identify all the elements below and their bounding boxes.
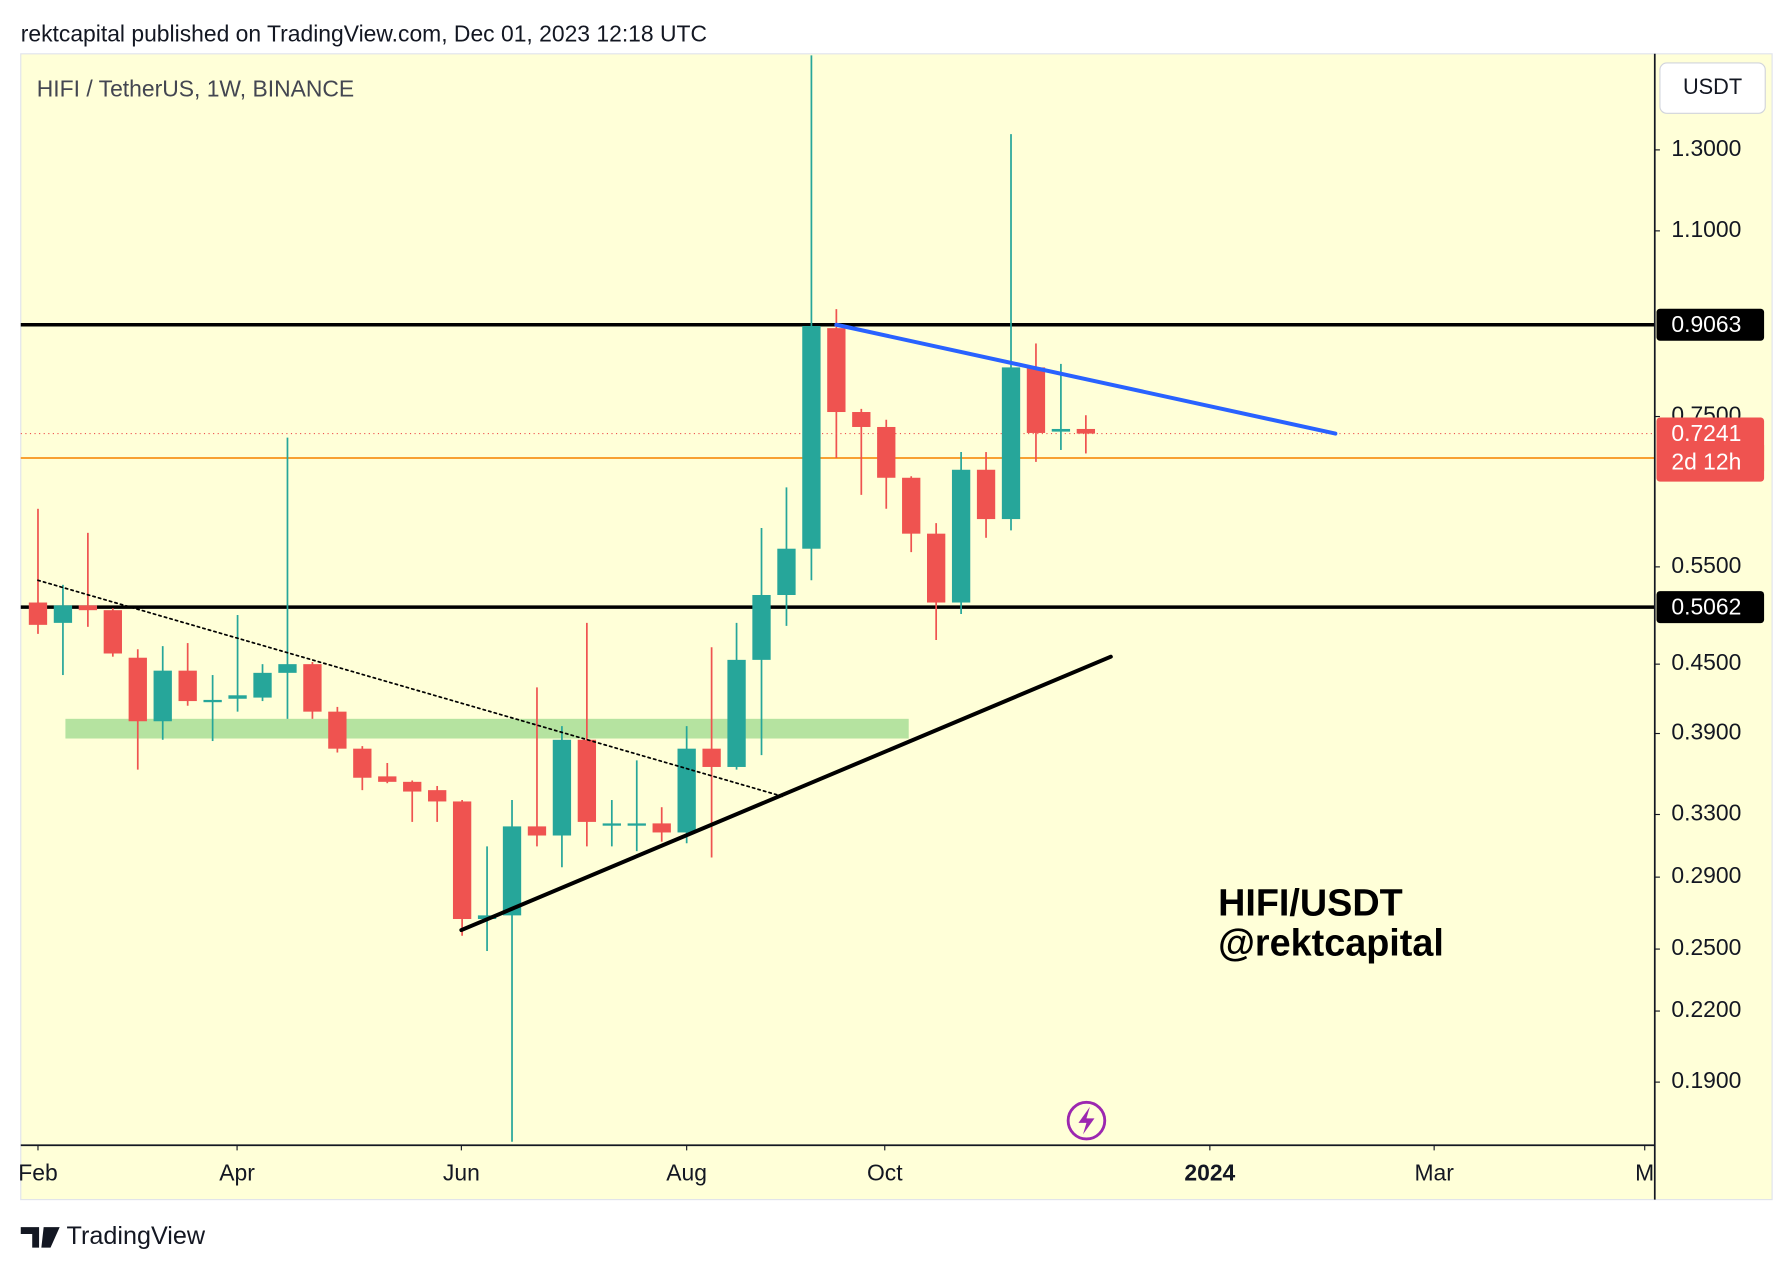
candle-body: [802, 325, 821, 549]
last-price-label: 0.7241: [1671, 420, 1741, 446]
candle-body: [178, 670, 197, 702]
watermark: HIFI/USDT: [1218, 882, 1403, 924]
y-tick-label: 1.3000: [1671, 135, 1741, 161]
candle-body: [902, 477, 921, 534]
level-label-box: [1656, 591, 1765, 624]
y-tick-label: 1.1000: [1671, 216, 1741, 242]
candle-body: [53, 605, 73, 623]
trendline: [37, 579, 787, 799]
publish-info: rektcapital published on TradingView.com…: [21, 21, 707, 47]
chart-layer: 1.30001.10000.75000.55000.45000.39000.33…: [18, 55, 1765, 1185]
x-tick-label: 2024: [1184, 1159, 1235, 1185]
candle-body: [153, 670, 172, 722]
candle-body: [428, 790, 447, 802]
candle-body: [951, 469, 971, 603]
watermark: @rektcapital: [1218, 922, 1444, 964]
level-label-box: [1656, 308, 1765, 341]
candle-body: [28, 602, 48, 625]
candle-body: [128, 657, 147, 722]
candle-body: [203, 699, 222, 703]
candle-body: [652, 823, 671, 833]
candle-body: [1076, 428, 1096, 434]
y-tick-label: 0.5500: [1671, 552, 1741, 578]
candle-body: [1001, 367, 1021, 520]
candle-body: [527, 826, 547, 836]
x-tick-label: Aug: [666, 1159, 707, 1185]
x-tick-label: Jun: [443, 1159, 480, 1185]
candle-body: [702, 748, 721, 767]
y-tick-label: 0.2900: [1671, 862, 1741, 888]
x-tick-label: Apr: [219, 1159, 255, 1185]
tradingview-logo: [20, 1227, 60, 1248]
candle-body: [627, 823, 646, 826]
candle-body: [502, 826, 522, 916]
currency-label: USDT: [1683, 74, 1742, 99]
candle-body: [727, 659, 746, 767]
y-tick-label: 0.4500: [1671, 649, 1741, 675]
currency-button[interactable]: [1659, 62, 1766, 114]
candle-body: [827, 328, 846, 413]
trendline: [834, 322, 1338, 436]
candle-body: [577, 739, 597, 822]
candle-body: [752, 594, 771, 660]
last-price-box: [1656, 417, 1765, 482]
candle-body: [353, 748, 372, 778]
footer-brand: TradingView: [67, 1222, 206, 1250]
candle-body: [602, 823, 621, 826]
x-tick-label: Mar: [1414, 1159, 1454, 1185]
candle-body: [677, 748, 696, 833]
candle-body: [278, 664, 297, 673]
y-tick-label: 0.1900: [1671, 1067, 1741, 1093]
symbol-title: HIFI / TetherUS, 1W, BINANCE: [37, 75, 354, 101]
y-tick-label: 0.3900: [1671, 719, 1741, 745]
candle-body: [852, 412, 871, 427]
candle-body: [1026, 367, 1046, 433]
candle-body: [103, 610, 122, 654]
candle-body: [877, 426, 896, 478]
x-tick-label: Oct: [867, 1159, 903, 1185]
countdown-label: 2d 12h: [1671, 448, 1741, 474]
candle-body: [777, 548, 796, 595]
y-tick-label: 0.2500: [1671, 934, 1741, 960]
candle-body: [452, 801, 472, 920]
y-tick-label: 0.3300: [1671, 800, 1741, 826]
candle-body: [976, 469, 996, 520]
bolt-icon[interactable]: [1066, 1100, 1107, 1141]
candle-body: [228, 695, 247, 699]
plot-background: [20, 53, 1773, 1201]
candle-body: [303, 664, 322, 712]
level-label: 0.9063: [1671, 311, 1741, 337]
candle-body: [403, 781, 422, 792]
candle-body: [78, 605, 98, 611]
support-zone: [65, 718, 909, 739]
candle-body: [927, 533, 946, 603]
level-label: 0.5062: [1671, 593, 1741, 619]
x-tick-label: M: [1635, 1159, 1654, 1185]
y-tick-label: 0.2200: [1671, 996, 1741, 1022]
x-tick-label: Feb: [18, 1159, 57, 1185]
candle-body: [378, 776, 397, 782]
candle-body: [253, 672, 272, 698]
trendline: [459, 654, 1113, 933]
candle-body: [328, 711, 347, 749]
candle-body: [1051, 428, 1071, 432]
candle-body: [552, 739, 572, 836]
